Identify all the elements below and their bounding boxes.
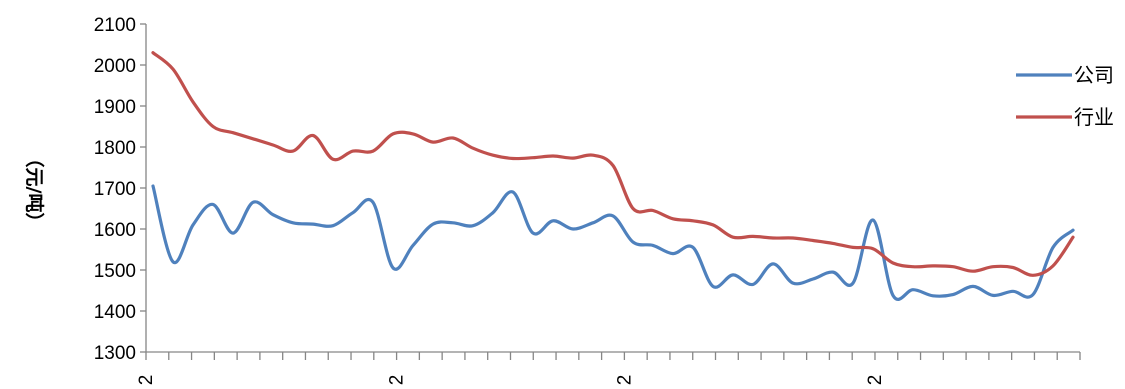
legend-label: 公司 — [1074, 63, 1114, 87]
y-tick-label: 1500 — [94, 261, 136, 282]
y-axis-label: （元/吨） — [23, 149, 46, 232]
y-tick-label: 2000 — [94, 56, 136, 77]
x-tick-label: 2 — [136, 375, 157, 386]
y-tick-label: 1700 — [94, 179, 136, 200]
y-tick-label: 1900 — [94, 97, 136, 118]
y-tick-label: 1300 — [94, 343, 136, 364]
y-tick-label: 1800 — [94, 138, 136, 159]
x-axis-ticks: 2 2 2 2 — [136, 352, 1081, 386]
series-line-1 — [151, 184, 1075, 301]
series-line-2 — [151, 51, 1075, 277]
x-tick-label: 2 — [614, 375, 635, 386]
y-tick-label: 1400 — [94, 302, 136, 323]
legend-label: 行业 — [1074, 105, 1114, 129]
x-tick-label: 2 — [387, 375, 408, 386]
y-tick-label: 1600 — [94, 220, 136, 241]
x-tick-label: 2 — [865, 375, 886, 386]
y-tick-label: 2100 — [94, 15, 136, 36]
y-axis-ticks: 1300 1400 1500 1600 1700 1800 1900 2000 2100 — [94, 15, 146, 364]
series-layer — [151, 51, 1075, 301]
